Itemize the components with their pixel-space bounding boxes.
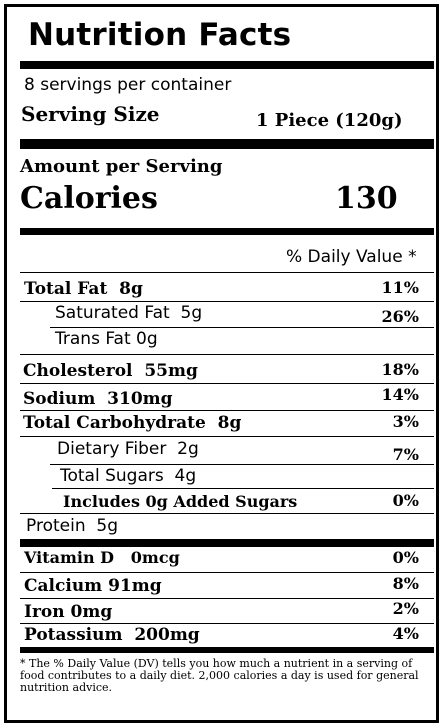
- nutrient-label-added-sugars: Includes 0g Added Sugars: [63, 492, 298, 511]
- row-divider: [20, 410, 434, 411]
- nutrition-label: [4, 4, 439, 723]
- nutrient-label-saturated-fat: Saturated Fat 5g: [55, 303, 203, 323]
- daily-value-header: % Daily Value *: [286, 247, 417, 267]
- row-divider: [20, 354, 434, 355]
- vitamin-dv-iron: 2%: [392, 599, 419, 618]
- calories-value: 130: [335, 181, 398, 216]
- row-divider: [20, 436, 434, 437]
- nutrient-dv-sodium: 14%: [381, 385, 419, 404]
- nutrient-dv-total-fat: 11%: [381, 278, 419, 297]
- row-divider: [20, 301, 434, 302]
- vitamin-dv-vitamin-d: 0%: [392, 548, 419, 567]
- row-divider: [20, 572, 434, 573]
- footnote: * The % Daily Value (DV) tells you how m…: [20, 657, 419, 694]
- nutrient-dv-total-carbohydrate: 3%: [392, 412, 419, 431]
- row-divider: [20, 623, 434, 624]
- label-title: Nutrition Facts: [28, 17, 292, 53]
- title-divider: [20, 61, 434, 69]
- protein-divider: [20, 539, 434, 547]
- footnote-divider: [20, 647, 434, 653]
- serving-size-value: 1 Piece (120g): [256, 110, 403, 131]
- nutrient-dv-added-sugars: 0%: [392, 491, 419, 510]
- vitamin-label-potassium: Potassium 200mg: [24, 625, 200, 645]
- nutrient-dv-cholesterol: 18%: [381, 360, 419, 379]
- amount-per-serving: Amount per Serving: [20, 156, 223, 177]
- serving-divider: [20, 139, 434, 149]
- row-divider: [20, 513, 434, 514]
- row-divider: [20, 598, 434, 599]
- servings-per-container: 8 servings per container: [24, 75, 232, 95]
- row-divider: [50, 464, 434, 465]
- vitamin-label-vitamin-d: Vitamin D 0mcg: [24, 548, 180, 567]
- nutrient-dv-dietary-fiber: 7%: [392, 445, 419, 464]
- nutrient-label-protein: Protein 5g: [26, 516, 119, 536]
- vitamin-label-iron: Iron 0mg: [24, 602, 113, 622]
- serving-size-label: Serving Size: [21, 102, 160, 126]
- row-divider: [52, 488, 434, 489]
- vitamin-dv-potassium: 4%: [392, 624, 419, 643]
- nutrient-dv-saturated-fat: 26%: [381, 307, 419, 326]
- calories-label: Calories: [20, 181, 158, 216]
- nutrient-label-total-carbohydrate: Total Carbohydrate 8g: [23, 413, 242, 433]
- calories-divider: [20, 228, 434, 235]
- nutrient-label-total-fat: Total Fat 8g: [24, 279, 143, 299]
- row-divider: [20, 383, 434, 384]
- vitamin-label-calcium: Calcium 91mg: [24, 576, 162, 596]
- nutrient-label-sodium: Sodium 310mg: [23, 389, 173, 409]
- nutrient-label-trans-fat: Trans Fat 0g: [55, 329, 158, 349]
- nutrient-label-cholesterol: Cholesterol 55mg: [23, 361, 198, 381]
- row-divider: [50, 327, 434, 328]
- row-divider: [20, 272, 434, 273]
- vitamin-dv-calcium: 8%: [392, 574, 419, 593]
- nutrient-label-total-sugars: Total Sugars 4g: [60, 466, 197, 486]
- nutrient-label-dietary-fiber: Dietary Fiber 2g: [57, 439, 199, 459]
